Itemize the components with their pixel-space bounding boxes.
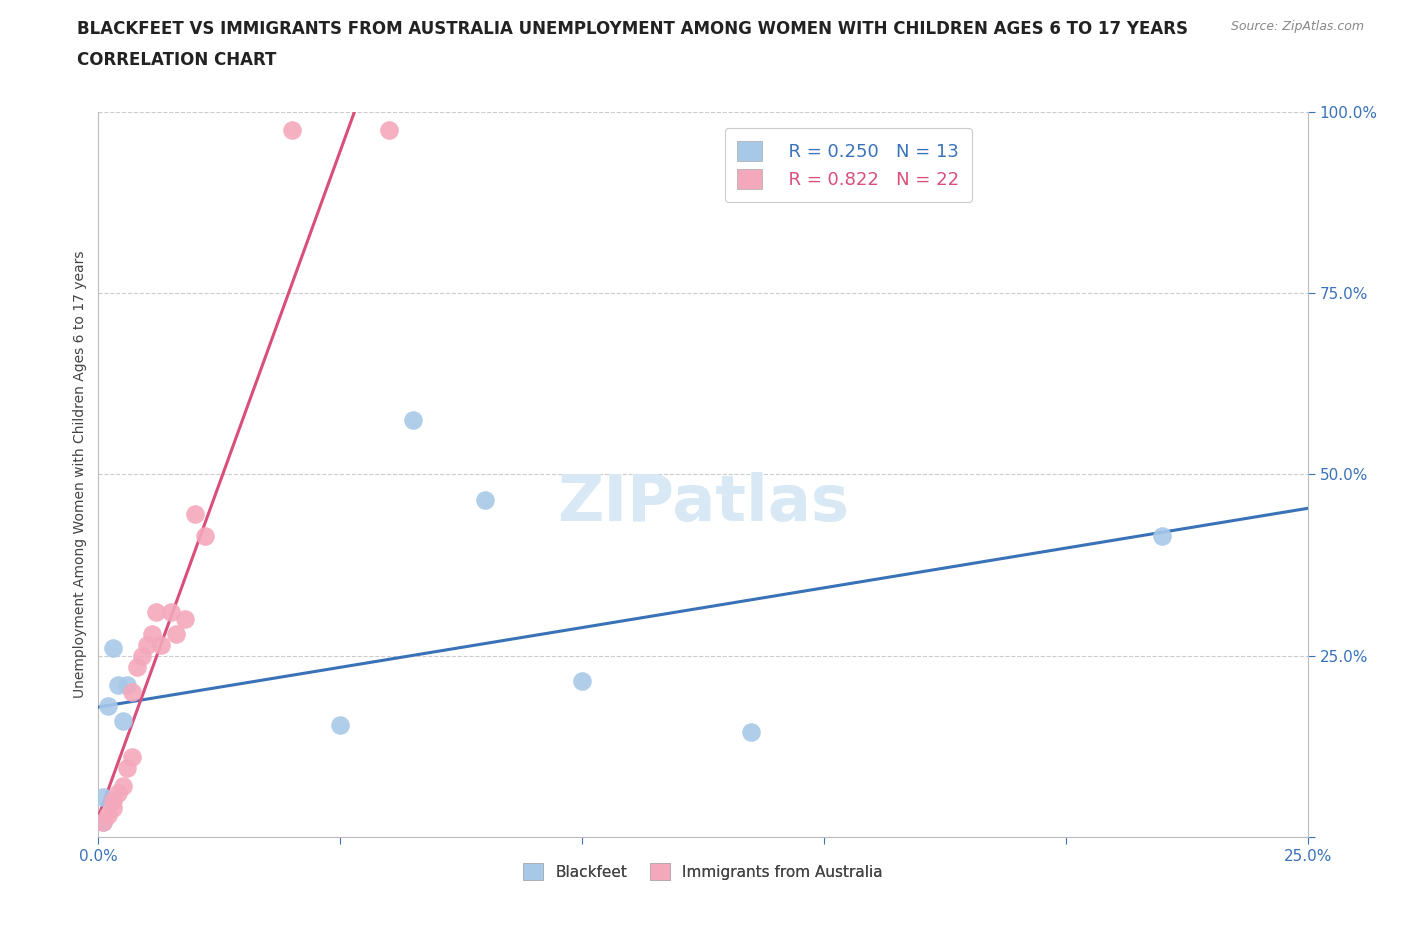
Text: Source: ZipAtlas.com: Source: ZipAtlas.com bbox=[1230, 20, 1364, 33]
Point bbox=[101, 801, 124, 816]
Point bbox=[91, 790, 114, 804]
Point bbox=[194, 528, 217, 543]
Point bbox=[740, 724, 762, 739]
Point bbox=[97, 808, 120, 823]
Point bbox=[571, 673, 593, 688]
Point bbox=[281, 123, 304, 138]
Point bbox=[91, 815, 114, 830]
Point bbox=[91, 815, 114, 830]
Point bbox=[107, 677, 129, 692]
Point bbox=[121, 684, 143, 699]
Point bbox=[165, 627, 187, 642]
Point bbox=[377, 123, 399, 138]
Text: CORRELATION CHART: CORRELATION CHART bbox=[77, 51, 277, 69]
Point bbox=[111, 713, 134, 728]
Point bbox=[160, 604, 183, 619]
Point bbox=[127, 659, 149, 674]
Point bbox=[97, 699, 120, 714]
Point bbox=[474, 492, 496, 507]
Legend: Blackfeet, Immigrants from Australia: Blackfeet, Immigrants from Australia bbox=[516, 856, 890, 887]
Point bbox=[111, 778, 134, 793]
Point bbox=[402, 413, 425, 428]
Point bbox=[1152, 528, 1174, 543]
Text: ZIPatlas: ZIPatlas bbox=[557, 472, 849, 535]
Text: BLACKFEET VS IMMIGRANTS FROM AUSTRALIA UNEMPLOYMENT AMONG WOMEN WITH CHILDREN AG: BLACKFEET VS IMMIGRANTS FROM AUSTRALIA U… bbox=[77, 20, 1188, 38]
Point bbox=[117, 677, 139, 692]
Point bbox=[174, 612, 197, 627]
Point bbox=[117, 761, 139, 776]
Point bbox=[329, 717, 352, 732]
Point bbox=[101, 793, 124, 808]
Point bbox=[121, 750, 143, 764]
Point bbox=[101, 641, 124, 656]
Y-axis label: Unemployment Among Women with Children Ages 6 to 17 years: Unemployment Among Women with Children A… bbox=[73, 250, 87, 698]
Point bbox=[135, 637, 157, 652]
Point bbox=[150, 637, 173, 652]
Point bbox=[131, 648, 153, 663]
Point bbox=[184, 507, 207, 522]
Point bbox=[141, 627, 163, 642]
Point bbox=[107, 786, 129, 801]
Point bbox=[145, 604, 167, 619]
